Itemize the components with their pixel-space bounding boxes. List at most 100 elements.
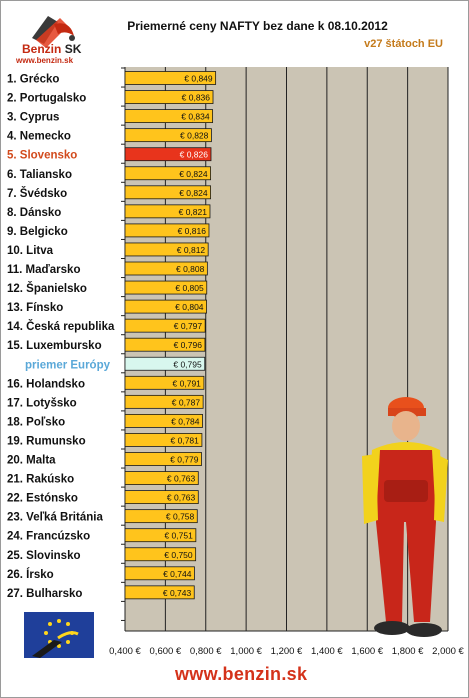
bar [124, 509, 198, 524]
category-label: 8. Dánsko [7, 207, 61, 219]
bar [124, 490, 199, 505]
category-label: 24. Francúzsko [7, 531, 90, 543]
bar [124, 128, 212, 143]
category-label: 21. Rakúsko [7, 474, 74, 486]
bar-value-label: € 0,751 [164, 531, 193, 541]
bar-value-label: € 0,763 [167, 493, 196, 503]
category-label: 20. Malta [7, 455, 56, 467]
bar-value-label: € 0,750 [164, 550, 193, 560]
bar [124, 166, 211, 181]
category-label: 10. Litva [7, 245, 54, 257]
x-tick-label: 0,400 € [109, 646, 141, 657]
category-label: 1. Grécko [7, 74, 59, 86]
bar-value-label: € 0,743 [163, 588, 192, 598]
bar-value-label: € 0,849 [184, 74, 213, 84]
category-label: 14. Česká republika [7, 320, 115, 333]
bar [124, 528, 197, 543]
bar-value-label: € 0,821 [179, 207, 208, 217]
bar [124, 394, 204, 409]
x-tick-label: 0,800 € [190, 646, 222, 657]
bar [124, 242, 209, 257]
x-tick-label: 2,000 € [432, 646, 464, 657]
x-tick-label: 1,000 € [230, 646, 262, 657]
bar-value-label: € 0,834 [181, 112, 210, 122]
bar [124, 109, 214, 123]
category-label: 4. Nemecko [7, 131, 71, 143]
bar [124, 204, 211, 219]
category-label: priemer Európy [25, 359, 111, 371]
bar-value-label: € 0,797 [174, 321, 203, 331]
footer-url: www.benzin.sk [175, 664, 308, 684]
bar [124, 147, 212, 162]
bar-value-label: € 0,828 [180, 131, 209, 141]
bar [124, 90, 214, 104]
bar-value-label: € 0,836 [182, 93, 211, 103]
bar-value-label: € 0,824 [179, 169, 208, 179]
x-tick-label: 0,600 € [150, 646, 182, 657]
bar [124, 337, 206, 352]
category-label: 18. Poľsko [7, 416, 65, 428]
category-label: 9. Belgicko [7, 226, 68, 238]
category-label: 27. Bulharsko [7, 588, 82, 600]
bar-value-label: € 0,795 [173, 359, 202, 369]
category-label: 5. Slovensko [7, 150, 77, 162]
bar [124, 375, 205, 390]
bar-value-label: € 0,816 [178, 226, 207, 236]
category-label: 13. Fínsko [7, 302, 63, 314]
category-label: 23. Veľká Británia [7, 512, 103, 524]
bar-value-label: € 0,781 [171, 435, 200, 445]
bar-value-label: € 0,812 [177, 245, 206, 255]
x-tick-label: 1,400 € [311, 646, 343, 657]
category-label: 12. Španielsko [7, 282, 87, 295]
bar-value-label: € 0,804 [175, 302, 204, 312]
bar-value-label: € 0,805 [175, 283, 204, 293]
bar-value-label: € 0,808 [176, 264, 205, 274]
x-tick-label: 1,800 € [392, 646, 424, 657]
logo-url: www.benzin.sk [16, 56, 74, 65]
bar [124, 356, 206, 371]
bar-value-label: € 0,779 [170, 455, 199, 465]
x-tick-label: 1,600 € [351, 646, 383, 657]
bar [124, 566, 195, 581]
bar [124, 223, 210, 238]
benzin-logo [32, 16, 75, 48]
logo-wordmark: Benzin SK [22, 42, 82, 56]
bar [124, 185, 211, 200]
mascot-worker-illustration [362, 397, 448, 637]
category-label: 16. Holandsko [7, 378, 85, 390]
eu-flag-icon [24, 612, 94, 658]
x-tick-label: 1,200 € [271, 646, 303, 657]
category-label: 22. Estónsko [7, 493, 78, 505]
category-label: 25. Slovinsko [7, 550, 81, 562]
bar-value-label: € 0,758 [166, 512, 195, 522]
bar-value-label: € 0,796 [174, 340, 203, 350]
bar [124, 71, 217, 85]
category-label: 6. Taliansko [7, 169, 72, 181]
category-label: 3. Cyprus [7, 112, 59, 124]
category-label: 26. Írsko [7, 568, 54, 581]
category-label: 19. Rumunsko [7, 435, 86, 447]
bar-value-label: € 0,826 [180, 150, 209, 160]
category-label: 2. Portugalsko [7, 93, 86, 105]
bar [124, 433, 203, 447]
bar [124, 413, 203, 428]
category-label: 7. Švédsko [7, 187, 67, 200]
chart-title: Priemerné ceny NAFTY bez dane k 08.10.20… [127, 19, 388, 33]
bar [124, 318, 206, 333]
bar [124, 299, 207, 314]
bar [124, 261, 208, 276]
bar-value-label: € 0,763 [167, 474, 196, 484]
bar-value-label: € 0,787 [172, 397, 201, 407]
bar [124, 585, 195, 600]
bar [124, 547, 197, 562]
bar [124, 280, 208, 295]
category-label: 11. Maďarsko [7, 264, 80, 276]
bar-value-label: € 0,744 [163, 569, 192, 579]
bar-value-label: € 0,824 [179, 188, 208, 198]
chart-subtitle: v27 štátoch EU [364, 38, 443, 50]
bar-value-label: € 0,784 [171, 416, 200, 426]
bar-value-label: € 0,791 [173, 378, 202, 388]
category-label: 15. Luxembursko [7, 340, 102, 352]
category-label: 17. Lotyšsko [7, 397, 77, 409]
